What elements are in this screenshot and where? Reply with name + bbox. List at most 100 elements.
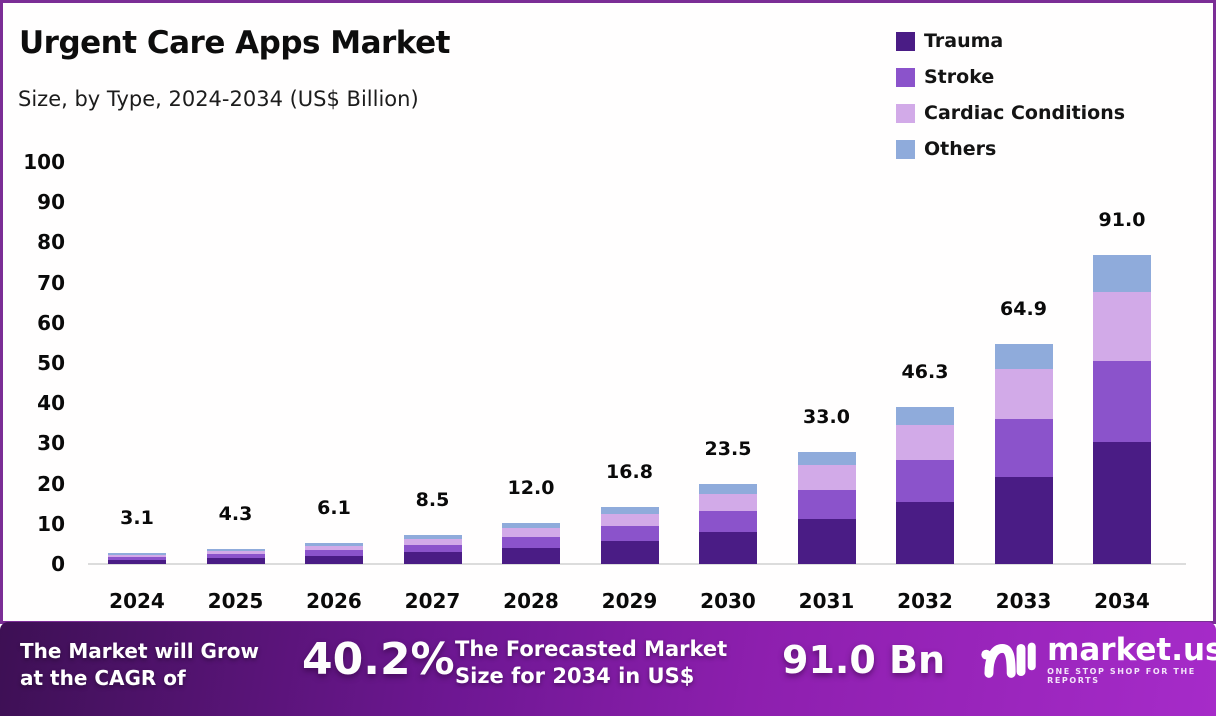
bar-segment-trauma: [1093, 441, 1151, 564]
bar-segment-stroke: [699, 511, 757, 533]
bar-segment-stroke: [600, 526, 659, 542]
banner-forecast-caption-line2: Size for 2034 in US$: [455, 664, 695, 688]
bar-total-label-2033: 64.9: [1000, 297, 1047, 320]
y-axis-tick-70: 70: [37, 270, 65, 295]
bar-segment-cardiac-conditions: [305, 545, 363, 551]
bar-segment-others: [896, 406, 954, 426]
x-axis-tick-2030: 2030: [700, 589, 756, 613]
stacked-bar-2024: [108, 553, 166, 564]
stacked-bar-2030: [699, 484, 757, 564]
bar-segment-stroke: [305, 550, 363, 556]
marketus-logo-icon: [981, 642, 1036, 678]
legend-item-trauma: Trauma: [896, 23, 1125, 59]
bar-segment-cardiac-conditions: [108, 554, 166, 558]
bar-segment-cardiac-conditions: [206, 551, 265, 555]
bar-total-label-2024: 3.1: [120, 507, 154, 530]
bar-segment-others: [502, 523, 560, 528]
y-axis-tick-30: 30: [37, 431, 65, 456]
bar-segment-others: [797, 451, 856, 465]
bar-segment-trauma: [699, 532, 757, 564]
bar-total-label-2028: 12.0: [507, 477, 555, 500]
x-axis-tick-2033: 2033: [995, 589, 1052, 613]
bar-segment-others: [305, 543, 363, 546]
bar-segment-cardiac-conditions: [699, 493, 757, 512]
legend-swatch: [896, 139, 915, 159]
bar-segment-stroke: [206, 554, 265, 559]
stacked-bar-2032: [896, 406, 954, 564]
bar-segment-others: [699, 484, 757, 494]
marketus-logo-name: market.us: [1047, 632, 1216, 668]
bar-segment-others: [108, 553, 166, 555]
bar-total-label-2026: 6.1: [317, 497, 351, 520]
bar-total-label-2027: 8.5: [415, 489, 450, 512]
bar-segment-trauma: [206, 558, 265, 564]
banner-forecast-caption: The Forecasted Market Size for 2034 in U…: [455, 636, 727, 690]
legend: Trauma Stroke Cardiac Conditions Others: [896, 23, 1125, 167]
x-axis-tick-2029: 2029: [601, 589, 658, 613]
stacked-bar-2028: [502, 523, 560, 564]
y-axis-tick-10: 10: [37, 511, 65, 536]
bar-segment-cardiac-conditions: [797, 464, 856, 490]
legend-item-others: Others: [896, 131, 1125, 167]
bar-segment-stroke: [797, 489, 856, 520]
stacked-bar-2034: [1093, 254, 1151, 564]
banner-cagr-caption: The Market will Grow at the CAGR of: [20, 638, 259, 692]
bar-segment-others: [1093, 254, 1151, 292]
bar-segment-trauma: [502, 547, 560, 564]
bar-segment-stroke: [896, 460, 954, 502]
stacked-bar-2025: [206, 549, 265, 564]
bar-total-label-2032: 46.3: [901, 360, 949, 383]
marketus-logo: market.us ONE STOP SHOP FOR THE REPORTS: [980, 634, 1216, 686]
legend-label: Cardiac Conditions: [924, 102, 1126, 124]
bar-segment-stroke: [108, 557, 166, 560]
chart-title: Urgent Care Apps Market: [19, 25, 450, 61]
bar-total-label-2025: 4.3: [218, 503, 253, 526]
bar-segment-cardiac-conditions: [896, 425, 954, 461]
legend-swatch: [896, 103, 915, 123]
bar-segment-cardiac-conditions: [403, 538, 462, 545]
bar-segment-others: [994, 343, 1053, 370]
x-axis-tick-2034: 2034: [1094, 589, 1150, 613]
bar-segment-stroke: [1093, 360, 1151, 442]
y-axis-tick-60: 60: [37, 310, 65, 335]
banner-cagr-caption-line2: at the CAGR of: [20, 666, 186, 690]
legend-label: Others: [924, 138, 997, 160]
marketus-logo-tagline: ONE STOP SHOP FOR THE REPORTS: [1047, 667, 1196, 685]
bar-segment-cardiac-conditions: [600, 513, 659, 527]
bar-segment-trauma: [896, 501, 954, 564]
forecast-value: 91.0 Bn: [782, 638, 946, 682]
bar-segment-others: [600, 506, 659, 514]
x-axis-tick-2032: 2032: [897, 589, 953, 613]
y-axis-tick-80: 80: [37, 230, 65, 255]
y-axis-tick-50: 50: [37, 351, 65, 375]
stacked-bar-2033: [994, 343, 1053, 564]
bar-segment-trauma: [600, 541, 659, 564]
bar-total-label-2031: 33.0: [803, 405, 850, 428]
bar-segment-trauma: [797, 519, 856, 564]
bar-segment-trauma: [108, 559, 166, 564]
bar-segment-trauma: [403, 552, 462, 564]
legend-item-stroke: Stroke: [896, 59, 1125, 95]
x-axis-tick-2027: 2027: [404, 589, 461, 613]
y-axis-tick-100: 100: [23, 150, 65, 174]
y-axis-tick-40: 40: [37, 391, 65, 416]
bar-segment-cardiac-conditions: [1093, 291, 1151, 361]
stacked-bar-2029: [600, 506, 659, 564]
banner-cagr-caption-line1: The Market will Grow: [20, 639, 260, 663]
chart-subtitle: Size, by Type, 2024-2034 (US$ Billion): [18, 87, 419, 111]
y-axis-tick-0: 0: [51, 552, 65, 576]
bar-total-label-2030: 23.5: [704, 438, 752, 461]
x-axis-tick-2024: 2024: [109, 589, 165, 613]
banner: The Market will Grow at the CAGR of 40.2…: [0, 622, 1216, 716]
legend-swatch: [896, 67, 915, 87]
x-axis-tick-2031: 2031: [798, 589, 855, 613]
x-axis-baseline: [88, 563, 1186, 565]
stacked-bar-2026: [305, 543, 363, 564]
bar-segment-cardiac-conditions: [994, 369, 1053, 419]
chart-card: Urgent Care Apps Market Size, by Type, 2…: [0, 0, 1216, 624]
x-axis-tick-2028: 2028: [503, 589, 559, 613]
bar-segment-stroke: [994, 418, 1053, 477]
banner-forecast-caption-line1: The Forecasted Market: [455, 637, 728, 661]
y-axis-tick-90: 90: [37, 190, 65, 215]
bar-segment-trauma: [994, 476, 1053, 564]
